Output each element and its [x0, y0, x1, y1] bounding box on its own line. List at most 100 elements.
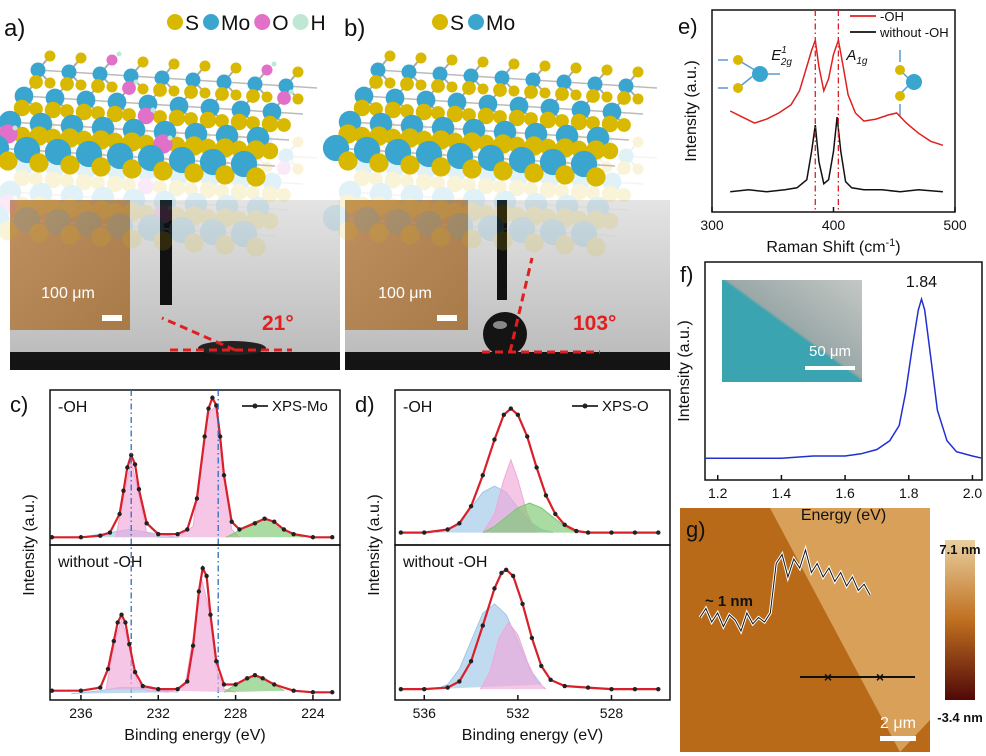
data-point	[291, 532, 295, 536]
atom	[293, 94, 304, 105]
x-tick-label: 532	[506, 705, 530, 721]
data-point	[123, 620, 127, 624]
data-point	[272, 682, 276, 686]
data-point	[656, 687, 660, 691]
legend-marker	[203, 14, 219, 30]
contact-angle: 103°	[573, 312, 616, 335]
data-point	[311, 690, 315, 694]
data-point	[534, 465, 538, 469]
x-tick-label: 300	[700, 217, 724, 233]
atom	[588, 77, 603, 92]
atom	[91, 79, 105, 93]
scale-bar	[805, 366, 855, 370]
atom	[447, 55, 458, 66]
data-point	[481, 623, 485, 627]
legend-label: XPS-O	[602, 398, 649, 415]
atom	[186, 73, 201, 88]
data-point	[210, 396, 214, 400]
legend-label: H	[311, 12, 326, 35]
atom	[571, 63, 582, 74]
atom	[478, 84, 489, 95]
data-point	[98, 534, 102, 538]
lattice	[0, 51, 317, 187]
data-point	[502, 413, 506, 417]
data-point	[222, 473, 226, 477]
atom	[633, 94, 644, 105]
legend-marker	[468, 14, 484, 30]
atom	[619, 79, 634, 94]
legend-marker	[254, 14, 270, 30]
data-point	[79, 535, 83, 539]
data-point	[445, 527, 449, 531]
atom	[155, 71, 170, 86]
spectrum-line	[730, 117, 943, 192]
data-point	[548, 678, 552, 682]
atom	[246, 237, 265, 256]
data-point	[260, 676, 264, 680]
data-point	[445, 685, 449, 689]
legend-label: -OH	[880, 9, 904, 24]
scale-bar-label: 100 μm	[41, 285, 95, 302]
data-point	[185, 527, 189, 531]
peak-label-sub: 1g	[856, 56, 868, 67]
x-axis-label: Binding energy (eV)	[124, 727, 265, 744]
data-point	[245, 676, 249, 680]
x-axis-label-text: Raman Shift (cm	[766, 239, 885, 256]
atom	[602, 65, 613, 76]
atom	[13, 126, 18, 131]
atom	[431, 79, 445, 93]
atom	[586, 89, 600, 103]
atom	[540, 88, 551, 99]
data-point	[233, 682, 237, 686]
x-tick-label: 1.8	[899, 485, 919, 501]
atom	[262, 65, 273, 76]
x-tick-label: 536	[413, 705, 437, 721]
data-point	[499, 571, 503, 575]
data-point	[222, 682, 226, 686]
peak-label-base: A	[845, 47, 856, 64]
data-point	[586, 685, 590, 689]
data-point	[237, 527, 241, 531]
legend-marker	[432, 14, 448, 30]
x-tick-label: 224	[301, 705, 325, 721]
atom	[400, 77, 414, 91]
data-point	[562, 523, 566, 527]
atom	[272, 62, 277, 67]
x-axis-label: Binding energy (eV)	[462, 727, 603, 744]
legend-marker	[253, 404, 258, 409]
data-point	[125, 465, 129, 469]
data-point	[204, 574, 208, 578]
data-point	[208, 613, 212, 617]
svg-text:×: ×	[876, 669, 884, 685]
x-axis-label-tail: )	[895, 239, 900, 256]
data-point	[175, 687, 179, 691]
atom	[633, 67, 644, 78]
atom	[293, 137, 304, 148]
atom	[248, 77, 263, 92]
atom	[134, 80, 139, 85]
atom	[29, 75, 43, 89]
atom	[184, 85, 198, 99]
atom	[289, 90, 294, 95]
x-tick-label: 1.2	[708, 485, 728, 501]
atom	[385, 78, 396, 89]
data-point	[253, 521, 257, 525]
atom	[540, 61, 551, 72]
atom	[619, 149, 634, 164]
data-point	[291, 689, 295, 693]
atom	[369, 75, 383, 89]
legend-label: S	[185, 12, 199, 35]
x-tick-label: 400	[822, 217, 846, 233]
data-point	[272, 520, 276, 524]
atom	[293, 164, 304, 175]
panel-label: f)	[680, 262, 693, 287]
atom	[478, 57, 489, 68]
y-axis-label: Intensity (a.u.)	[21, 494, 38, 595]
data-point	[330, 535, 334, 539]
x-tick-label: 236	[69, 705, 93, 721]
atom	[602, 92, 613, 103]
data-point	[633, 530, 637, 534]
atom	[13, 196, 18, 201]
atom	[117, 122, 122, 127]
data-point	[481, 473, 485, 477]
